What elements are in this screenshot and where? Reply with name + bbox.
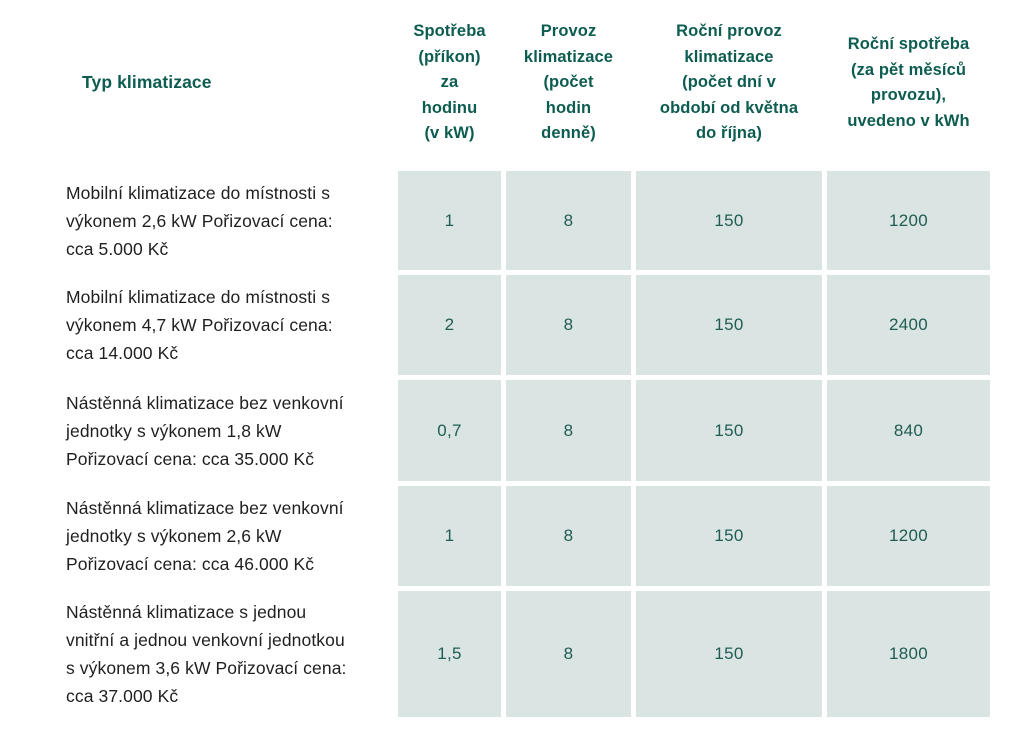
column-header-daily-hours: Provoz klimatizace (počet hodin denně): [523, 22, 614, 143]
consumption-table: Typ klimatizace Spotřeba (příkon) za hod…: [66, 22, 990, 717]
row-label: Nástěnná klimatizace bez venkovní jednot…: [66, 392, 344, 469]
value-cell: 0,7: [398, 380, 501, 481]
row-label: Nástěnná klimatizace s jednou vnitřní a …: [66, 602, 347, 706]
value-cell: 1200: [827, 171, 990, 270]
column-header-consumption-per-hour: Spotřeba (příkon) za hodinu (v kW): [413, 22, 486, 143]
value-cell: 8: [506, 380, 631, 481]
row-label: Nástěnná klimatizace bez venkovní jednot…: [66, 498, 344, 574]
value-cell: 150: [636, 380, 822, 481]
value-cell: 1800: [827, 591, 990, 717]
value-cell: 840: [827, 380, 990, 481]
row-label: Mobilní klimatizace do místnosti s výkon…: [66, 182, 333, 259]
row-label: Mobilní klimatizace do místnosti s výkon…: [66, 287, 333, 363]
value-cell: 150: [636, 591, 822, 717]
value-cell: 2: [398, 275, 501, 375]
value-cell: 2400: [827, 275, 990, 375]
column-header-annual-operation-days: Roční provoz klimatizace (počet dní v ob…: [659, 22, 799, 143]
value-cell: 8: [506, 275, 631, 375]
value-cell: 150: [636, 275, 822, 375]
value-cell: 8: [506, 486, 631, 586]
value-cell: 1: [398, 486, 501, 586]
column-header-annual-consumption: Roční spotřeba (za pět měsíců provozu), …: [847, 35, 970, 130]
value-cell: 1200: [827, 486, 990, 586]
value-cell: 1,5: [398, 591, 501, 717]
value-cell: 150: [636, 171, 822, 270]
value-cell: 150: [636, 486, 822, 586]
value-cell: 1: [398, 171, 501, 270]
value-cell: 8: [506, 591, 631, 717]
column-header-type: Typ klimatizace: [82, 72, 212, 93]
value-cell: 8: [506, 171, 631, 270]
